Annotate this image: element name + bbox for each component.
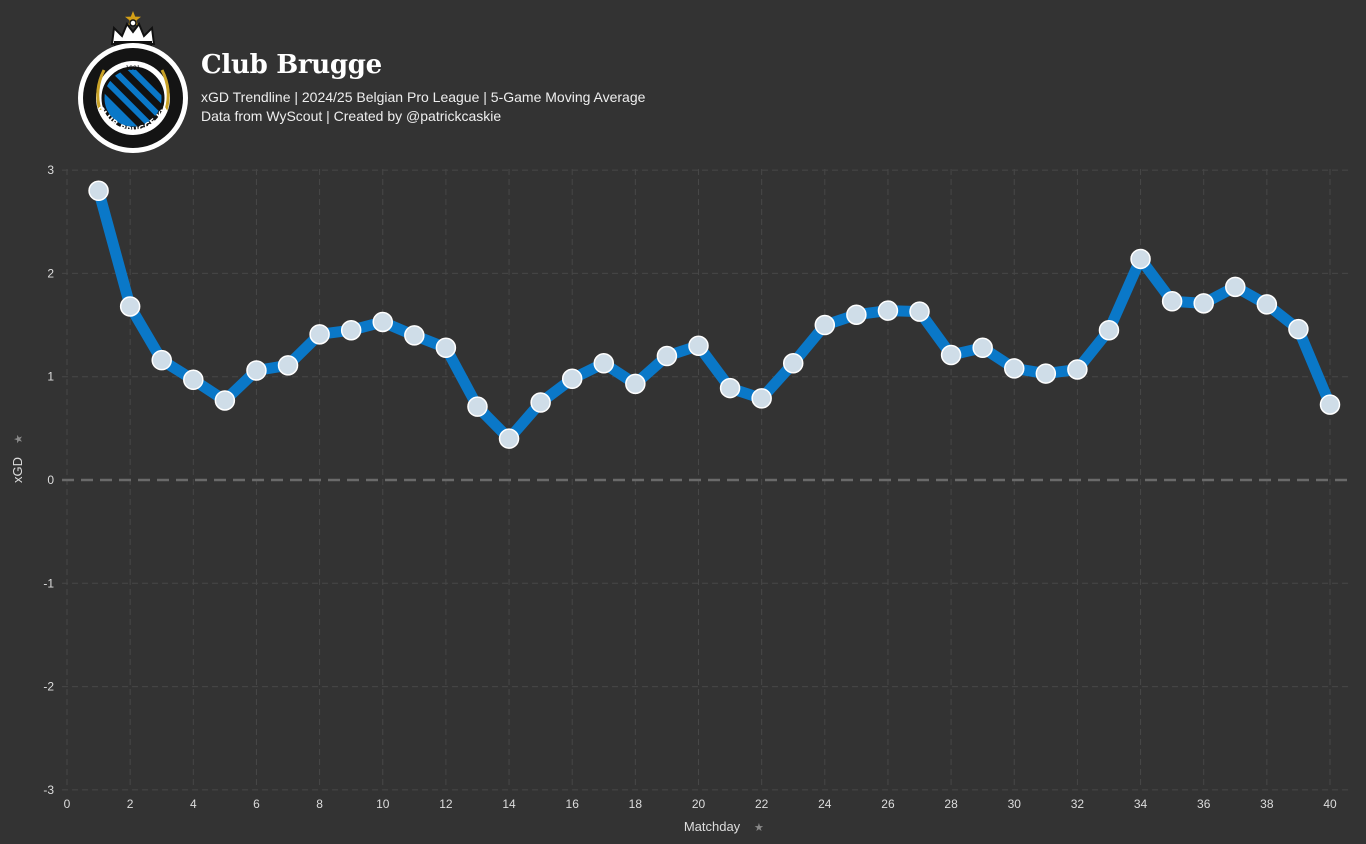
data-point [277,355,299,376]
x-tick-label: 14 [502,797,516,811]
chart-subtitle: xGD Trendline | 2024/25 Belgian Pro Leag… [201,89,646,105]
x-tick-label: 24 [818,797,832,811]
y-tick-label: -1 [43,576,54,590]
x-tick-label: 12 [439,797,453,811]
chart-header: 1891 CLUB BRUGGE KV Club Brugge xGD Tren… [0,0,1366,165]
x-tick-label: 18 [629,797,643,811]
data-point [404,325,425,346]
x-tick-label: 40 [1323,797,1337,811]
x-tick-label: 26 [881,797,895,811]
x-tick-label: 2 [127,797,134,811]
y-tick-label: 0 [47,473,54,487]
y-axis-label: xGD [10,457,25,483]
data-point [1098,319,1120,341]
x-tick-label: 10 [376,797,390,811]
data-point [719,377,741,399]
grid-layer [62,169,1350,791]
y-tick-label: -2 [43,680,54,694]
x-tick-label: 38 [1260,797,1274,811]
data-point [1256,294,1278,315]
data-point [1067,359,1088,380]
data-point [561,368,583,390]
data-point [1319,394,1341,415]
data-point [1225,276,1246,298]
data-point [688,335,709,356]
data-point [1035,363,1057,384]
x-tick-label: 6 [253,797,260,811]
x-tick-label: 32 [1071,797,1085,811]
data-point [246,360,267,381]
data-point [1161,291,1183,312]
x-tick-label: 28 [944,797,958,811]
svg-text:1891: 1891 [125,65,140,72]
data-point [909,301,930,322]
data-point [372,311,393,333]
data-point [1004,358,1025,379]
x-tick-label: 16 [566,797,580,811]
data-point [751,388,772,409]
axes-layer: 0 2 4 6 8 10 12 14 16 18 20 22 24 26 28 30 32 34 36 38 40321… [43,163,1337,811]
x-tick-label: 34 [1134,797,1148,811]
y-tick-label: 1 [47,370,54,384]
data-point [309,324,330,345]
xgd-series [88,180,1341,449]
data-point [530,392,551,413]
x-axis-pin-icon: ★ [754,822,764,834]
data-point [1288,318,1309,340]
data-point [1193,293,1214,314]
club-brugge-crest-icon: 1891 CLUB BRUGGE KV [78,11,188,153]
y-tick-label: 3 [47,163,54,177]
data-point [498,428,520,449]
axis-labels: Matchday ★ xGD ★ [10,434,764,834]
data-point [151,349,172,371]
data-point [656,345,678,367]
data-point [88,180,109,202]
data-point [435,337,457,359]
chart-caption: Data from WyScout | Created by @patrickc… [201,108,502,124]
data-point [877,300,899,321]
data-point [593,353,615,374]
data-point [183,369,204,391]
data-point [1130,248,1151,270]
data-point [214,390,236,411]
x-tick-label: 22 [755,797,769,811]
y-tick-label: 2 [47,266,54,280]
x-tick-label: 8 [316,797,323,811]
x-axis-label: Matchday [684,819,741,834]
xgd-trendline [93,185,1336,445]
data-point [846,304,867,325]
y-tick-label: -3 [43,783,54,797]
data-point [340,319,362,341]
data-point [467,396,488,417]
y-axis-pin-icon: ★ [13,434,25,444]
x-tick-label: 30 [1008,797,1022,811]
chart-title: Club Brugge [201,50,382,80]
data-point [625,373,646,395]
data-point [119,296,141,317]
x-tick-label: 20 [692,797,706,811]
x-tick-label: 4 [190,797,197,811]
data-point [782,353,804,374]
data-point [972,337,993,359]
x-tick-label: 36 [1197,797,1211,811]
data-point [940,344,962,366]
x-tick-label: 0 [64,797,71,811]
data-point [814,314,836,336]
